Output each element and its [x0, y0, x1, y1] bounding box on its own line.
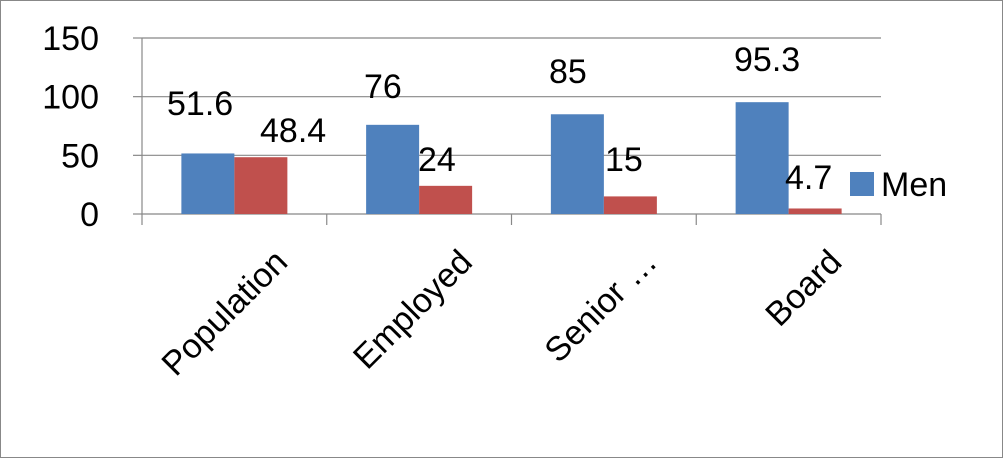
data-label: 95.3	[734, 41, 800, 79]
bar-series2-1	[234, 157, 288, 214]
data-label: 76	[364, 68, 402, 106]
data-label: 15	[605, 141, 643, 179]
x-category-label: Population	[155, 243, 295, 383]
bar-series2-3	[603, 196, 657, 214]
legend-swatch	[850, 172, 874, 196]
y-tick-label: 0	[80, 196, 99, 234]
bar-series2-4	[788, 208, 842, 214]
data-label: 48.4	[260, 112, 326, 150]
bar-series2-2	[419, 185, 473, 214]
bar-series1-3	[550, 114, 604, 214]
x-category-label: Board	[758, 243, 849, 334]
data-label: 85	[549, 53, 587, 91]
x-category-label: Employed	[346, 243, 480, 377]
legend-label: Men	[881, 166, 947, 204]
bar-series1-2	[366, 124, 420, 214]
bar-series1-4	[735, 102, 789, 214]
data-label: 24	[418, 141, 456, 179]
y-tick-label: 100	[42, 79, 99, 117]
bar-series1-1	[181, 153, 235, 214]
y-tick-label: 150	[42, 20, 99, 58]
x-category-label: Senior …	[537, 243, 664, 370]
data-label: 4.7	[785, 159, 832, 197]
data-label: 51.6	[167, 85, 233, 123]
y-tick-label: 50	[61, 137, 99, 175]
